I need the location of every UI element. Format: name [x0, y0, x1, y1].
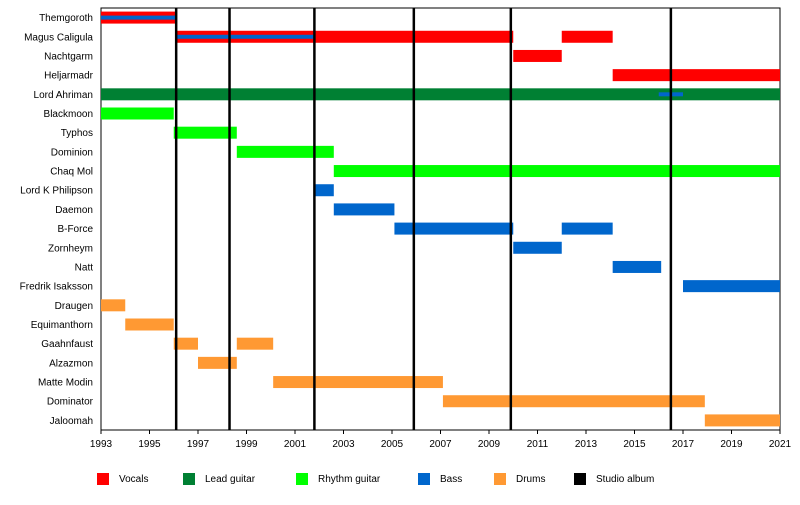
member-label-magus-caligula: Magus Caligula	[24, 32, 93, 43]
legend-item-rhythm-guitar: Rhythm guitar	[296, 470, 380, 488]
x-tick-label-2005: 2005	[381, 439, 404, 450]
bar-magus-caligula-vocals-2	[561, 30, 613, 43]
bar-dominion-rhythm-1	[236, 145, 334, 158]
x-tick-label-2009: 2009	[478, 439, 501, 450]
member-label-fredrik-isaksson: Fredrik Isaksson	[20, 282, 93, 293]
overlay-themgoroth-bass-1	[101, 15, 177, 20]
member-label-dominion: Dominion	[51, 147, 93, 158]
member-label-daemon: Daemon	[55, 205, 93, 216]
member-label-alzazmon: Alzazmon	[49, 358, 93, 369]
member-label-lord-ahriman: Lord Ahriman	[34, 90, 93, 101]
bar-dominator-drums-1	[442, 395, 705, 408]
legend-label-vocals: Vocals	[119, 473, 149, 485]
x-tick-label-2019: 2019	[720, 439, 743, 450]
member-label-zornheym: Zornheym	[48, 243, 93, 254]
member-label-dominator: Dominator	[47, 397, 94, 408]
bar-equimanthorn-drums-1	[125, 318, 174, 331]
bar-zornheym-bass-1	[513, 241, 562, 254]
x-tick-label-2007: 2007	[429, 439, 452, 450]
bar-gaahnfaust-drums-2	[236, 337, 274, 350]
x-tick-label-2021: 2021	[769, 439, 792, 450]
x-tick-label-1997: 1997	[187, 439, 210, 450]
member-label-typhos: Typhos	[61, 128, 93, 139]
x-tick-label-2015: 2015	[623, 439, 646, 450]
member-label-gaahnfaust: Gaahnfaust	[41, 339, 93, 350]
legend-item-drums: Drums	[494, 470, 545, 488]
bar-b-force-bass-2	[561, 222, 613, 235]
member-label-blackmoon: Blackmoon	[44, 109, 93, 120]
x-tick-label-2017: 2017	[672, 439, 695, 450]
legend-item-bass: Bass	[418, 470, 462, 488]
bar-lord-k-philipson-bass-1	[314, 184, 334, 197]
bar-natt-bass-1	[612, 260, 662, 273]
x-tick-label-2001: 2001	[284, 439, 307, 450]
x-tick-label-1995: 1995	[138, 439, 161, 450]
member-label-heljarmadr: Heljarmadr	[44, 71, 94, 82]
member-label-natt: Natt	[75, 262, 94, 273]
bar-chaq-mol-rhythm-1	[333, 165, 780, 178]
legend-item-lead-guitar: Lead guitar	[183, 470, 255, 488]
member-label-chaq-mol: Chaq Mol	[50, 167, 93, 178]
overlay-magus-caligula-bass-1	[176, 34, 315, 39]
member-label-equimanthorn: Equimanthorn	[31, 320, 93, 331]
legend-swatch-lead-guitar	[183, 473, 195, 485]
bar-daemon-bass-1	[333, 203, 395, 216]
bar-typhos-rhythm-1	[173, 126, 237, 139]
member-label-themgoroth: Themgoroth	[39, 13, 93, 24]
x-tick-label-2003: 2003	[332, 439, 355, 450]
legend-label-drums: Drums	[516, 473, 546, 485]
member-label-draugen: Draugen	[55, 301, 93, 312]
legend-label-lead-guitar: Lead guitar	[205, 473, 256, 485]
bar-b-force-bass-1	[394, 222, 514, 235]
bar-alzazmon-drums-1	[198, 356, 237, 369]
legend-swatch-drums	[494, 473, 506, 485]
legend-item-vocals: Vocals	[97, 470, 148, 488]
bar-fredrik-isaksson-bass-1	[683, 280, 780, 293]
x-tick-label-1993: 1993	[90, 439, 113, 450]
bar-heljarmadr-vocals-1	[612, 69, 780, 82]
bar-jaloomah-drums-1	[704, 414, 780, 427]
bar-nachtgarm-vocals-1	[513, 49, 562, 62]
member-label-nachtgarm: Nachtgarm	[44, 51, 93, 62]
x-tick-label-2011: 2011	[527, 439, 549, 450]
member-label-lord-k-philipson: Lord K Philipson	[20, 186, 93, 197]
legend-label-bass: Bass	[440, 473, 463, 485]
bar-draugen-drums-1	[101, 299, 126, 312]
x-tick-label-1999: 1999	[235, 439, 258, 450]
legend-item-studio-album: Studio album	[574, 470, 654, 488]
member-label-b-force: B-Force	[57, 224, 93, 235]
bar-matte-modin-drums-1	[273, 376, 443, 389]
legend-swatch-studio-album	[574, 473, 586, 485]
legend-swatch-bass	[418, 473, 430, 485]
legend: Vocals Lead guitar Rhythm guitar Bass Dr…	[0, 470, 800, 490]
legend-label-rhythm-guitar: Rhythm guitar	[318, 473, 381, 485]
bar-blackmoon-rhythm-1	[101, 107, 174, 120]
bar-magus-caligula-vocals-1	[176, 30, 514, 43]
legend-swatch-vocals	[97, 473, 109, 485]
member-label-jaloomah: Jaloomah	[50, 416, 93, 427]
bar-lord-ahriman-lead-1	[101, 88, 780, 101]
bar-gaahnfaust-drums-1	[173, 337, 198, 350]
member-label-matte-modin: Matte Modin	[38, 378, 93, 389]
x-tick-label-2013: 2013	[575, 439, 598, 450]
legend-label-studio-album: Studio album	[596, 473, 655, 485]
legend-swatch-rhythm-guitar	[296, 473, 308, 485]
